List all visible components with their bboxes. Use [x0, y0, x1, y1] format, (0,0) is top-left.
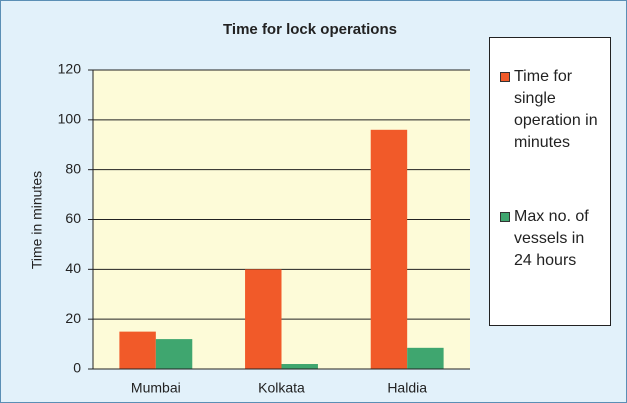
legend-swatch — [500, 72, 510, 82]
bar — [119, 331, 156, 369]
bar — [407, 347, 444, 369]
legend-swatch — [500, 212, 510, 222]
legend: Time for single operation in minutes Max … — [489, 37, 611, 326]
bar — [370, 129, 408, 369]
bar — [155, 339, 193, 369]
x-tick-label: Haldia — [387, 380, 427, 396]
y-tick-label: 40 — [65, 260, 81, 276]
y-tick-label: 20 — [65, 310, 81, 326]
y-tick-label: 100 — [58, 111, 82, 127]
x-tick-label: Mumbai — [131, 380, 181, 396]
y-tick-label: 80 — [65, 160, 81, 176]
y-tick-label: 60 — [65, 210, 81, 226]
x-tick-label: Kolkata — [258, 380, 305, 396]
legend-item: Max no. of vessels in 24 hours — [500, 206, 608, 272]
legend-label: Max no. of vessels in 24 hours — [514, 208, 589, 269]
legend-label: Time for single operation in minutes — [514, 68, 598, 151]
y-axis-label: Time in minutes — [29, 171, 45, 269]
legend-item: Time for single operation in minutes — [500, 66, 608, 154]
y-tick-label: 0 — [73, 360, 81, 376]
y-tick-label: 120 — [58, 61, 82, 77]
bar — [281, 364, 318, 369]
chart-title: Time for lock operations — [223, 21, 397, 38]
bar — [245, 269, 282, 369]
